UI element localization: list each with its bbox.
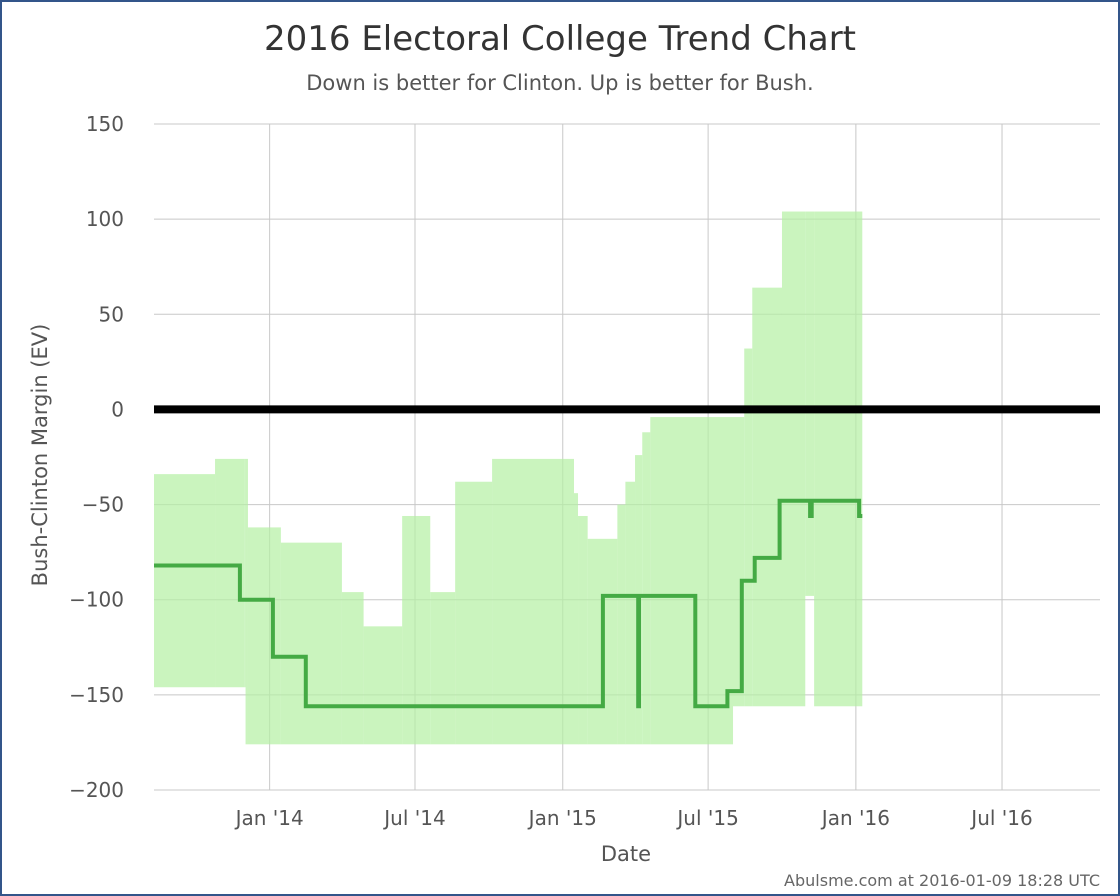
x-tick-label: Jan '16 xyxy=(820,806,890,830)
y-tick-label: 150 xyxy=(86,112,124,136)
x-tick-label: Jan '14 xyxy=(234,806,304,830)
y-tick-label: −150 xyxy=(69,683,124,707)
range-band-segment xyxy=(650,417,734,745)
range-band-segment xyxy=(154,474,216,688)
range-band-segment xyxy=(280,542,342,745)
range-band-segment xyxy=(244,458,246,688)
range-band-segment xyxy=(492,458,574,745)
range-band-segment xyxy=(625,481,636,745)
y-axis-label: Bush-Clinton Margin (EV) xyxy=(28,324,52,587)
range-band-segment xyxy=(247,527,281,745)
y-tick-label: −200 xyxy=(69,778,124,802)
margin-line xyxy=(153,498,863,709)
x-tick-label: Jul '15 xyxy=(675,806,738,830)
range-band-segment xyxy=(744,348,753,707)
range-band-segment xyxy=(341,592,364,745)
range-band-segment xyxy=(642,432,651,745)
y-tick-label: 50 xyxy=(99,302,124,326)
range-band-segment xyxy=(814,211,863,707)
range-band-segment xyxy=(805,211,815,596)
range-band xyxy=(154,211,863,745)
chart-subtitle: Down is better for Clinton. Up is better… xyxy=(306,71,813,95)
y-tick-label: 100 xyxy=(86,207,124,231)
x-tick-label: Jan '15 xyxy=(527,806,597,830)
credit-text: Abulsme.com at 2016-01-09 18:28 UTC xyxy=(784,871,1100,890)
range-band-segment xyxy=(578,515,588,745)
range-band-segment xyxy=(733,417,745,707)
x-tick-label: Jul '16 xyxy=(969,806,1032,830)
range-band-segment xyxy=(455,481,493,745)
y-tick-label: −50 xyxy=(82,493,124,517)
range-band-segment xyxy=(617,504,626,745)
margin-line-path xyxy=(154,498,863,709)
y-tick-label: 0 xyxy=(111,397,124,421)
range-band-segment xyxy=(363,626,403,745)
y-tick-label: −100 xyxy=(69,588,124,612)
chart-title: 2016 Electoral College Trend Chart xyxy=(264,19,856,59)
range-band-segment xyxy=(402,515,431,745)
x-tick-labels: Jan '14 Jul '14 Jan '15 Jul '15 Jan '16 Jul '… xyxy=(234,806,1033,830)
x-axis-label: Date xyxy=(601,842,651,866)
range-band-segment xyxy=(573,493,579,745)
range-band-segment xyxy=(430,592,456,745)
y-tick-labels: 150 100 50 0 −50 −100 −150 −200 xyxy=(69,112,124,802)
x-tick-label: Jul '14 xyxy=(382,806,445,830)
range-band-segment xyxy=(781,211,806,707)
range-band-segment xyxy=(752,287,782,707)
